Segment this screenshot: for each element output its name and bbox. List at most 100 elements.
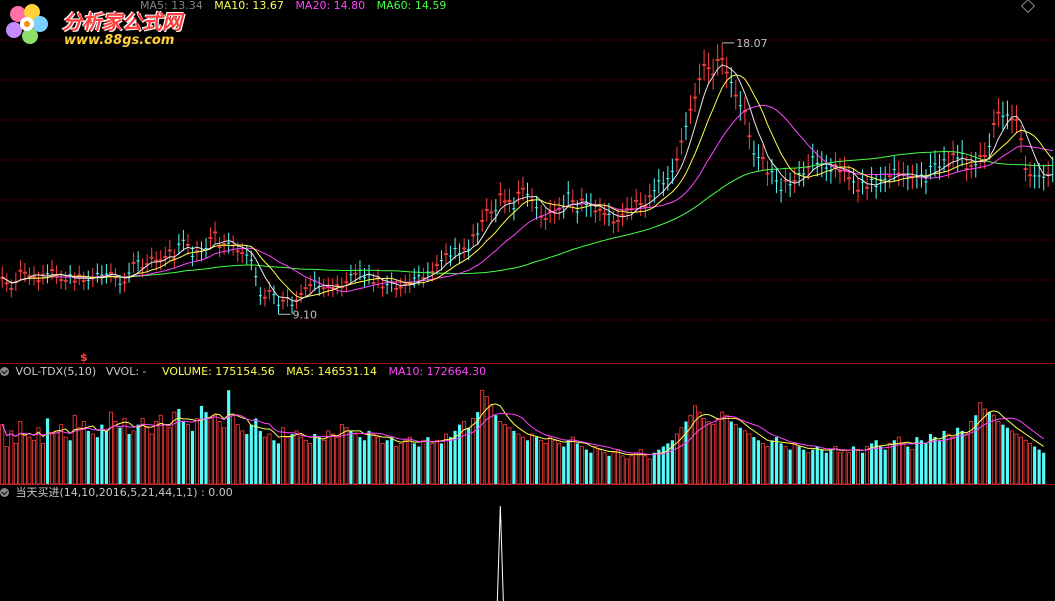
candle-body bbox=[969, 164, 974, 167]
volume-bar bbox=[145, 427, 150, 485]
candle-body bbox=[738, 105, 742, 107]
volume-bar bbox=[72, 414, 77, 485]
volume-bar bbox=[715, 417, 720, 485]
volume-bar bbox=[27, 436, 32, 485]
volume-bar bbox=[258, 430, 262, 484]
volume-bar bbox=[208, 417, 213, 485]
candle-body bbox=[95, 272, 99, 274]
volume-bar bbox=[394, 446, 399, 485]
candle-body bbox=[480, 220, 485, 222]
candle-body bbox=[204, 247, 208, 249]
volume-bar bbox=[652, 452, 656, 484]
volume-bar bbox=[285, 436, 290, 485]
volume-bar bbox=[118, 427, 122, 484]
candle-body bbox=[783, 179, 788, 182]
candle-body bbox=[693, 96, 698, 99]
candle-body bbox=[385, 284, 389, 286]
volume-bar bbox=[865, 446, 870, 485]
candle-body bbox=[412, 277, 416, 279]
ma10-label: MA10: 13.67 bbox=[214, 0, 284, 12]
candle-body bbox=[281, 299, 285, 302]
volume-bar bbox=[467, 427, 471, 484]
volume-bar bbox=[879, 446, 883, 484]
volume-bar bbox=[924, 443, 928, 484]
volume-bar bbox=[747, 433, 752, 485]
volume-bar bbox=[507, 427, 512, 485]
signal-indicator-name[interactable]: 当天买进(14,10,2016,5,21,44,1,1) bbox=[15, 486, 198, 499]
volume-bar bbox=[906, 446, 910, 484]
volume-header: VOL-TDX(5,10) VVOL: - VOLUME: 175154.56 … bbox=[0, 365, 486, 379]
candle-body bbox=[706, 67, 711, 70]
candle-body bbox=[245, 254, 249, 256]
volume-bar bbox=[661, 446, 665, 484]
candle-body bbox=[417, 275, 421, 277]
high-label: 18.07 bbox=[736, 37, 768, 50]
volume-bar bbox=[711, 424, 716, 485]
candle-body bbox=[36, 280, 41, 283]
volume-panel-menu-icon[interactable] bbox=[0, 367, 9, 376]
volume-bar bbox=[412, 443, 416, 484]
volume-bar bbox=[154, 421, 159, 485]
volume-bar bbox=[806, 452, 811, 485]
candle-body bbox=[874, 185, 878, 187]
volume-bar bbox=[738, 427, 742, 484]
volume-bar bbox=[539, 439, 544, 485]
candle-body bbox=[851, 181, 856, 183]
candle-body bbox=[276, 304, 281, 306]
volume-bar bbox=[122, 417, 127, 485]
candle-body bbox=[476, 233, 480, 235]
volume-bar bbox=[262, 436, 267, 485]
volume-bar bbox=[444, 433, 448, 485]
candle-body bbox=[733, 94, 738, 97]
volume-bar bbox=[620, 455, 625, 485]
volume-bar bbox=[856, 449, 861, 485]
candle-body bbox=[462, 247, 467, 250]
volume-bar bbox=[706, 421, 711, 485]
volume-bar bbox=[788, 449, 792, 484]
volume-bar bbox=[303, 439, 308, 485]
candle-body bbox=[724, 71, 729, 74]
volume-bar bbox=[140, 417, 145, 485]
volume-bar bbox=[18, 421, 23, 485]
candle-body bbox=[942, 159, 946, 161]
volume-bar bbox=[276, 443, 281, 484]
volume-bar bbox=[403, 439, 408, 485]
candle-body bbox=[652, 190, 656, 192]
volume-indicator-name[interactable]: VOL-TDX(5,10) bbox=[15, 365, 97, 378]
candle-body bbox=[982, 155, 987, 157]
volume-bar bbox=[217, 421, 222, 485]
candle-body bbox=[122, 281, 127, 284]
candle-body bbox=[924, 181, 928, 183]
candle-body bbox=[937, 166, 942, 168]
volume-bar bbox=[670, 440, 674, 484]
volume-ma10-line bbox=[1, 412, 1044, 456]
candle-body bbox=[865, 186, 870, 189]
candle-body bbox=[579, 198, 584, 201]
candle-body bbox=[81, 280, 86, 282]
volume-bar bbox=[833, 446, 838, 485]
volume-bar bbox=[339, 424, 344, 485]
candle-body bbox=[502, 200, 507, 203]
volume-bar bbox=[860, 452, 865, 484]
candle-body bbox=[63, 280, 68, 282]
candle-body bbox=[344, 281, 349, 284]
volume-bar bbox=[720, 411, 725, 485]
candle-body bbox=[661, 183, 665, 185]
volume-bar bbox=[272, 440, 276, 484]
candle-body bbox=[1023, 168, 1028, 170]
volume-bar bbox=[31, 439, 36, 485]
signal-panel-menu-icon[interactable] bbox=[0, 488, 9, 497]
volume-bar bbox=[494, 415, 498, 484]
volume-bar bbox=[969, 421, 974, 485]
candle-body bbox=[657, 180, 661, 182]
candle-body bbox=[856, 189, 861, 192]
volume-bar bbox=[629, 455, 634, 485]
candle-body bbox=[933, 163, 937, 165]
candle-body bbox=[512, 208, 516, 210]
volume-bar bbox=[811, 449, 815, 484]
volume-bar bbox=[95, 437, 99, 484]
volume-bar bbox=[733, 424, 738, 485]
volume-bar bbox=[770, 440, 774, 484]
volume-bar bbox=[231, 414, 236, 485]
